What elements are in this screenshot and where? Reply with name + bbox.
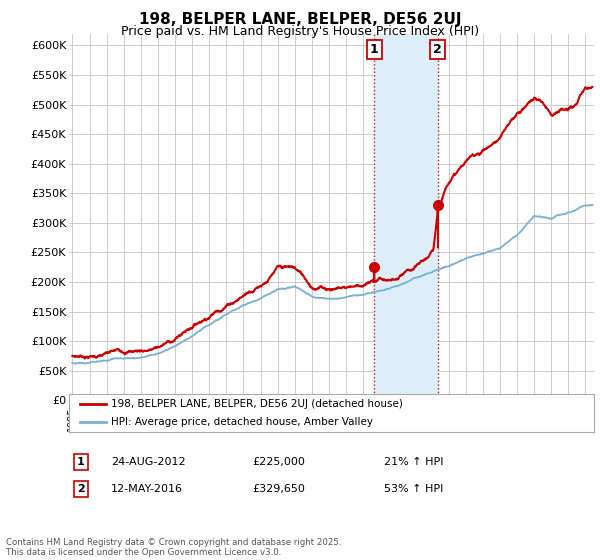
Text: 2: 2 — [433, 43, 442, 56]
Text: Price paid vs. HM Land Registry's House Price Index (HPI): Price paid vs. HM Land Registry's House … — [121, 25, 479, 38]
Text: 198, BELPER LANE, BELPER, DE56 2UJ (detached house): 198, BELPER LANE, BELPER, DE56 2UJ (deta… — [111, 399, 403, 409]
Text: Contains HM Land Registry data © Crown copyright and database right 2025.
This d: Contains HM Land Registry data © Crown c… — [6, 538, 341, 557]
Text: 1: 1 — [77, 457, 85, 467]
Text: 53% ↑ HPI: 53% ↑ HPI — [384, 484, 443, 494]
Text: 24-AUG-2012: 24-AUG-2012 — [111, 457, 185, 467]
Text: £225,000: £225,000 — [252, 457, 305, 467]
Text: 198, BELPER LANE, BELPER, DE56 2UJ: 198, BELPER LANE, BELPER, DE56 2UJ — [139, 12, 461, 27]
Text: HPI: Average price, detached house, Amber Valley: HPI: Average price, detached house, Ambe… — [111, 417, 373, 427]
Text: 12-MAY-2016: 12-MAY-2016 — [111, 484, 183, 494]
Text: 1: 1 — [370, 43, 379, 56]
Text: £329,650: £329,650 — [252, 484, 305, 494]
Text: 2: 2 — [77, 484, 85, 494]
Text: 21% ↑ HPI: 21% ↑ HPI — [384, 457, 443, 467]
